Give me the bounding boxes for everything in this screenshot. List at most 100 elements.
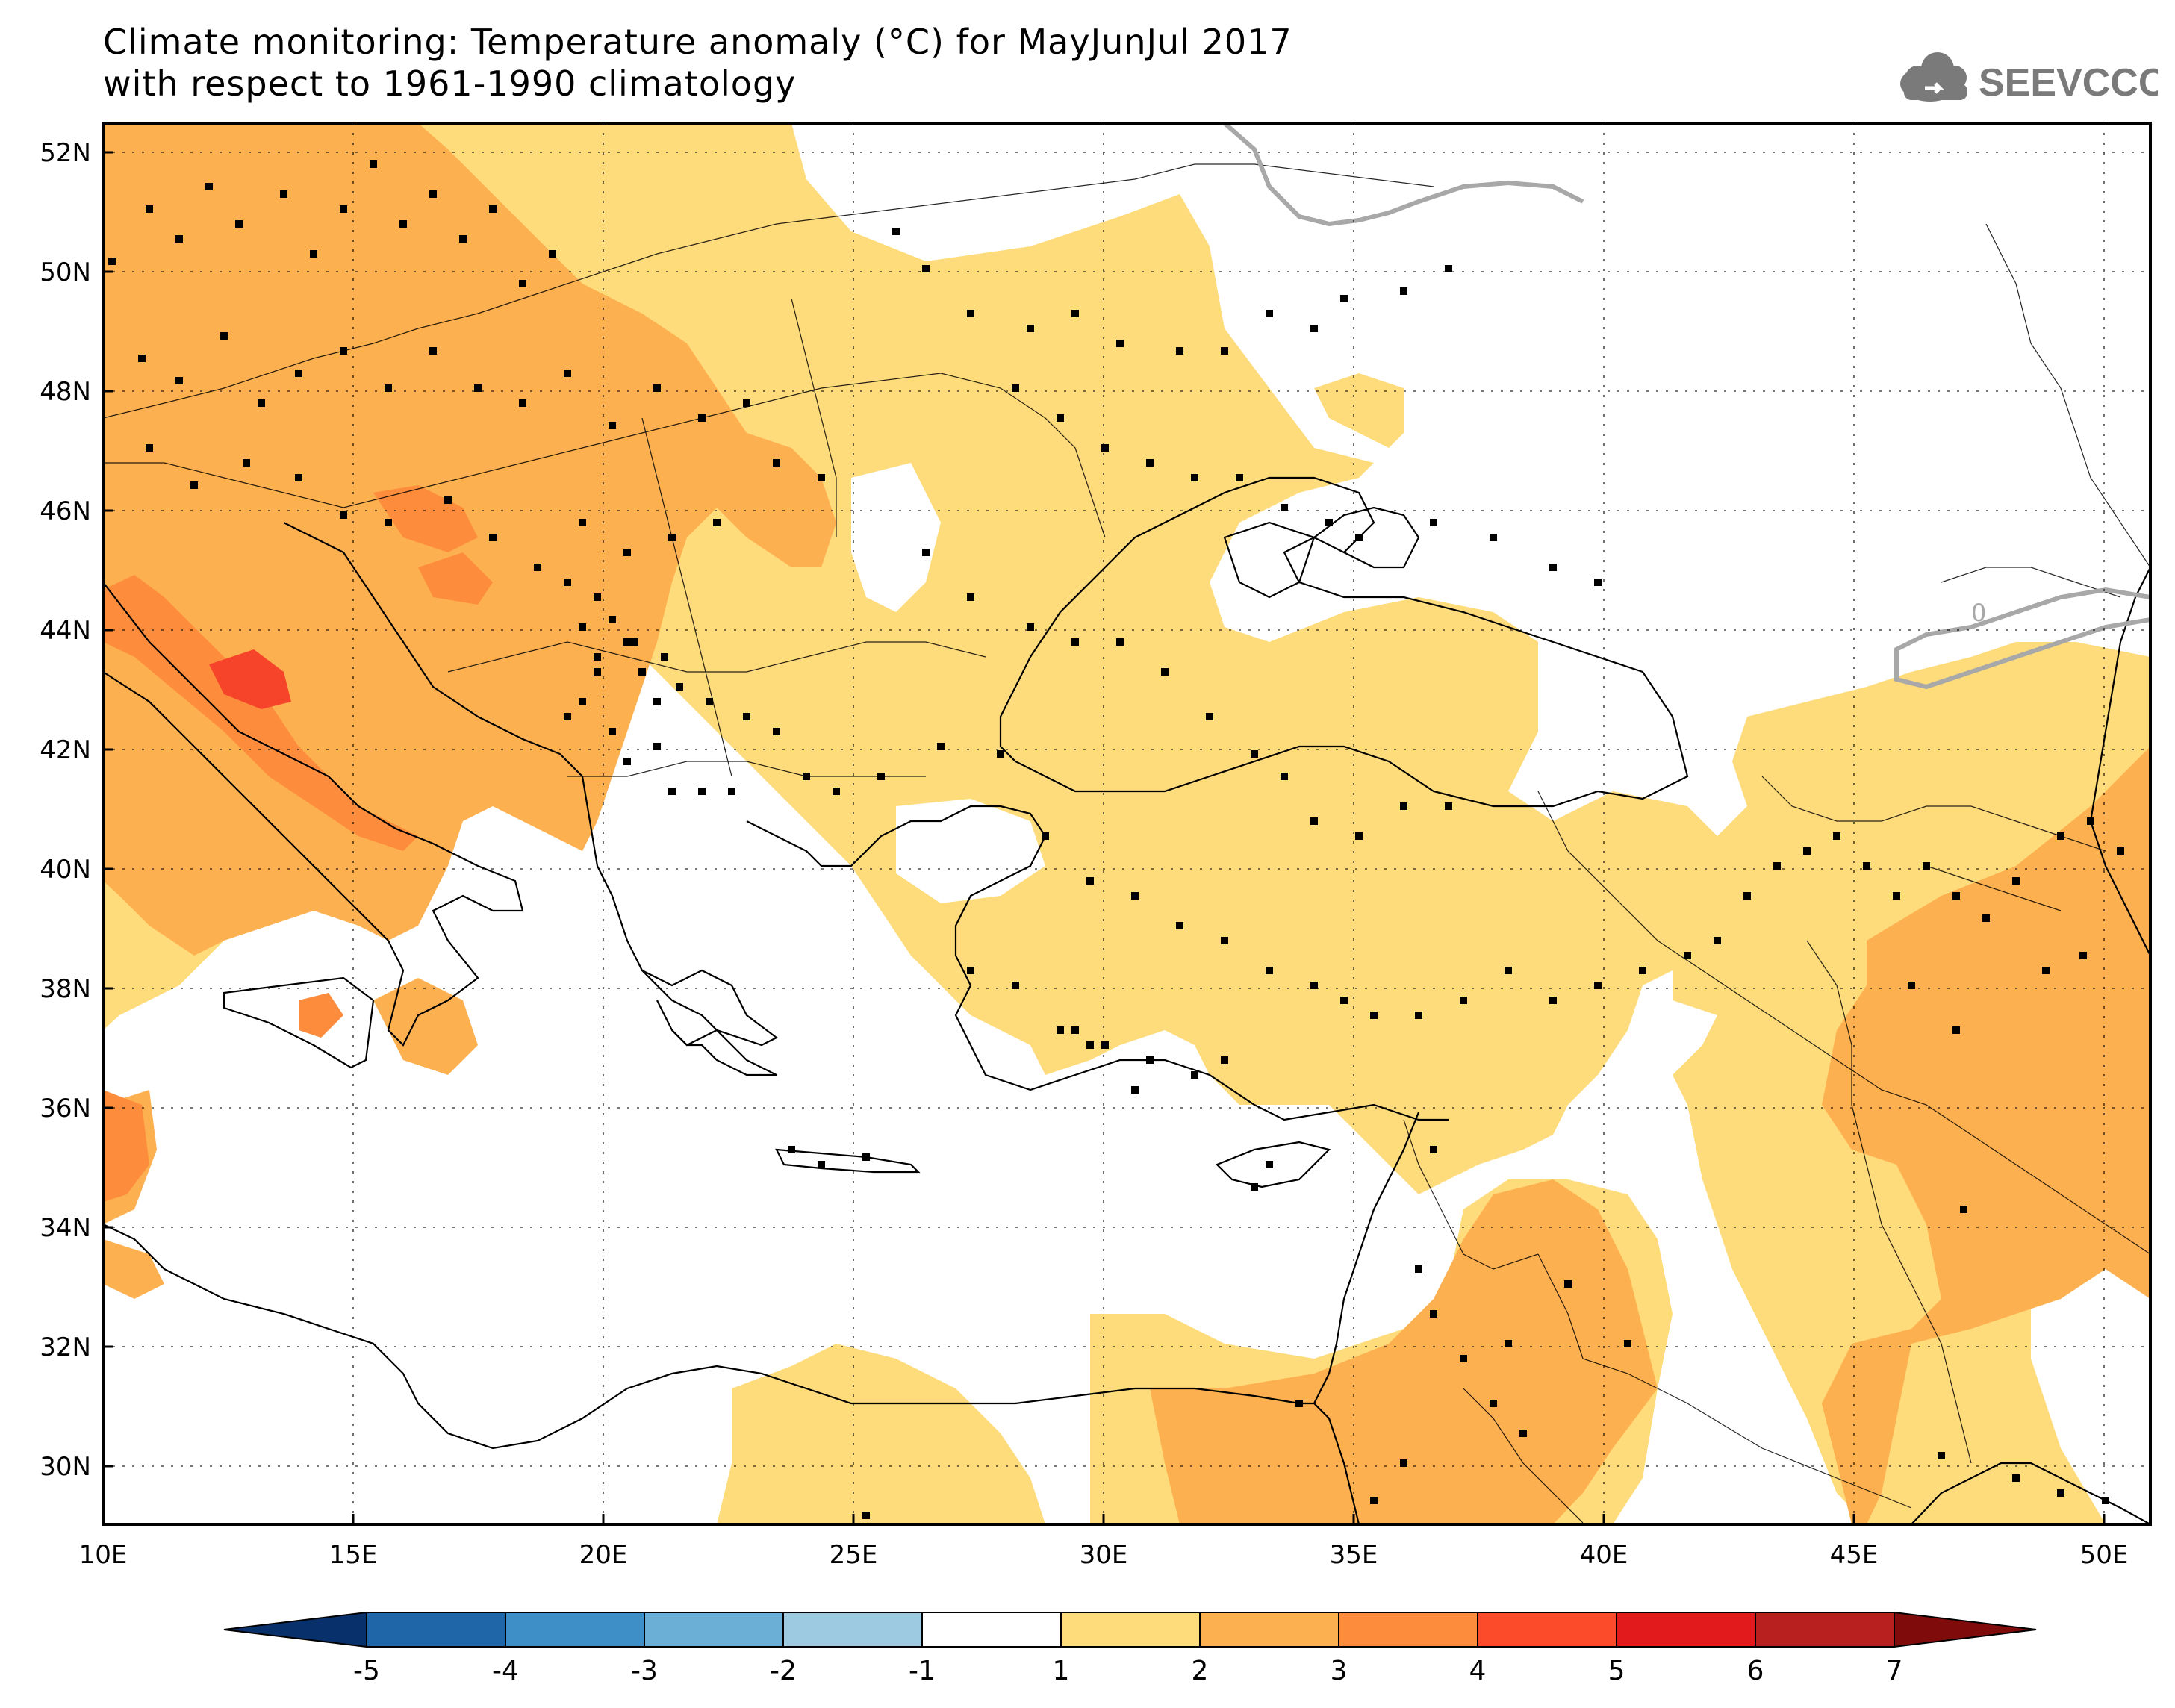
station-marker (2102, 1497, 2109, 1504)
lon-label: 30E (1080, 1540, 1128, 1570)
station-marker (579, 519, 586, 526)
station-marker (1803, 847, 1811, 855)
station-marker (1773, 862, 1781, 870)
station-marker (967, 593, 974, 601)
seevccc-logo: SEEVCCC (1900, 52, 2158, 105)
station-marker (564, 579, 571, 586)
black-sea-coast (999, 476, 1689, 808)
station-marker (1191, 474, 1198, 481)
lat-label: 48N (40, 377, 91, 407)
station-marker (340, 511, 347, 519)
colorbar-box (644, 1612, 784, 1648)
africa-coast (103, 1224, 1360, 1524)
crimea (1223, 521, 1316, 599)
station-marker (967, 310, 974, 317)
station-marker (205, 183, 213, 190)
station-marker (922, 549, 930, 556)
station-marker (1893, 892, 1900, 900)
station-marker (1505, 1340, 1512, 1347)
station-marker (385, 384, 392, 392)
cyprus (1216, 1141, 1331, 1188)
station-marker (1594, 579, 1602, 586)
station-marker (623, 638, 631, 646)
station-marker (1027, 623, 1034, 631)
lon-label: 20E (579, 1540, 628, 1570)
station-marker (1960, 1206, 1967, 1213)
station-marker (668, 534, 676, 541)
station-marker (623, 549, 631, 556)
colorbar-box (782, 1612, 923, 1648)
station-marker (549, 250, 556, 258)
station-marker (340, 347, 347, 355)
colorbar-tick-labels: -5 -4 -3 -2 -1 1 2 3 4 5 6 7 (353, 1656, 1902, 1686)
station-marker (1923, 862, 1930, 870)
zero-contour (1223, 123, 2150, 690)
station-marker (564, 370, 571, 377)
colorbar-box (505, 1612, 645, 1648)
station-marker (1027, 325, 1034, 332)
colorbar-tick: -4 (492, 1656, 519, 1686)
title-line-2: with respect to 1961-1990 climatology (103, 63, 797, 104)
station-marker (623, 758, 631, 765)
station-marker (1908, 982, 1915, 989)
station-marker (399, 220, 407, 228)
station-marker (1952, 892, 1960, 900)
station-marker (1549, 564, 1557, 571)
station-marker (922, 265, 930, 272)
station-marker (1415, 1012, 1422, 1019)
colorbar-tick: 7 (1886, 1656, 1903, 1686)
lat-label: 30N (40, 1452, 91, 1482)
lat-label: 52N (40, 138, 91, 168)
station-marker (1281, 773, 1288, 780)
station-marker (773, 459, 780, 467)
station-marker (743, 399, 750, 407)
colorbar-tick: 6 (1747, 1656, 1764, 1686)
colorbar-box (1477, 1612, 1617, 1648)
station-marker (1131, 892, 1139, 900)
station-marker (609, 422, 616, 429)
station-marker (1863, 862, 1870, 870)
colorbar-tick: -2 (770, 1656, 797, 1686)
colorbar-tick: -1 (909, 1656, 936, 1686)
station-marker (773, 728, 780, 735)
colorbar-tick: 1 (1053, 1656, 1070, 1686)
station-marker (1176, 347, 1183, 355)
lon-label: 35E (1330, 1540, 1378, 1570)
lat-label: 36N (40, 1094, 91, 1123)
station-marker (1236, 474, 1243, 481)
station-marker (594, 593, 601, 601)
station-marker (474, 384, 482, 392)
station-marker (175, 235, 183, 243)
station-marker (713, 519, 721, 526)
map-frame (102, 122, 2152, 1526)
station-marker (937, 743, 945, 750)
station-marker (1191, 1071, 1198, 1079)
station-marker (1086, 877, 1094, 885)
colorbar-tick: 5 (1608, 1656, 1625, 1686)
station-marker (579, 623, 586, 631)
station-marker (1684, 952, 1691, 959)
station-marker (295, 370, 302, 377)
station-marker (340, 205, 347, 213)
station-marker (1221, 1056, 1228, 1064)
station-marker (146, 444, 153, 452)
colorbar-box (1755, 1612, 1895, 1648)
station-marker (444, 496, 452, 504)
station-marker (1071, 638, 1079, 646)
station-marker (295, 474, 302, 481)
station-marker (728, 788, 735, 795)
station-marker (661, 653, 668, 661)
station-marker (818, 1161, 825, 1168)
station-marker (1116, 340, 1124, 347)
station-marker (1281, 504, 1288, 511)
aegean-coast (746, 805, 1449, 1121)
station-marker (1221, 937, 1228, 944)
station-marker (564, 713, 571, 720)
lat-label: 34N (40, 1213, 91, 1243)
lon-label: 50E (2080, 1540, 2129, 1570)
station-marker (1086, 1041, 1094, 1049)
station-marker (1430, 1310, 1437, 1318)
station-marker (1251, 1183, 1258, 1191)
station-marker (833, 788, 840, 795)
station-marker (1042, 832, 1049, 840)
